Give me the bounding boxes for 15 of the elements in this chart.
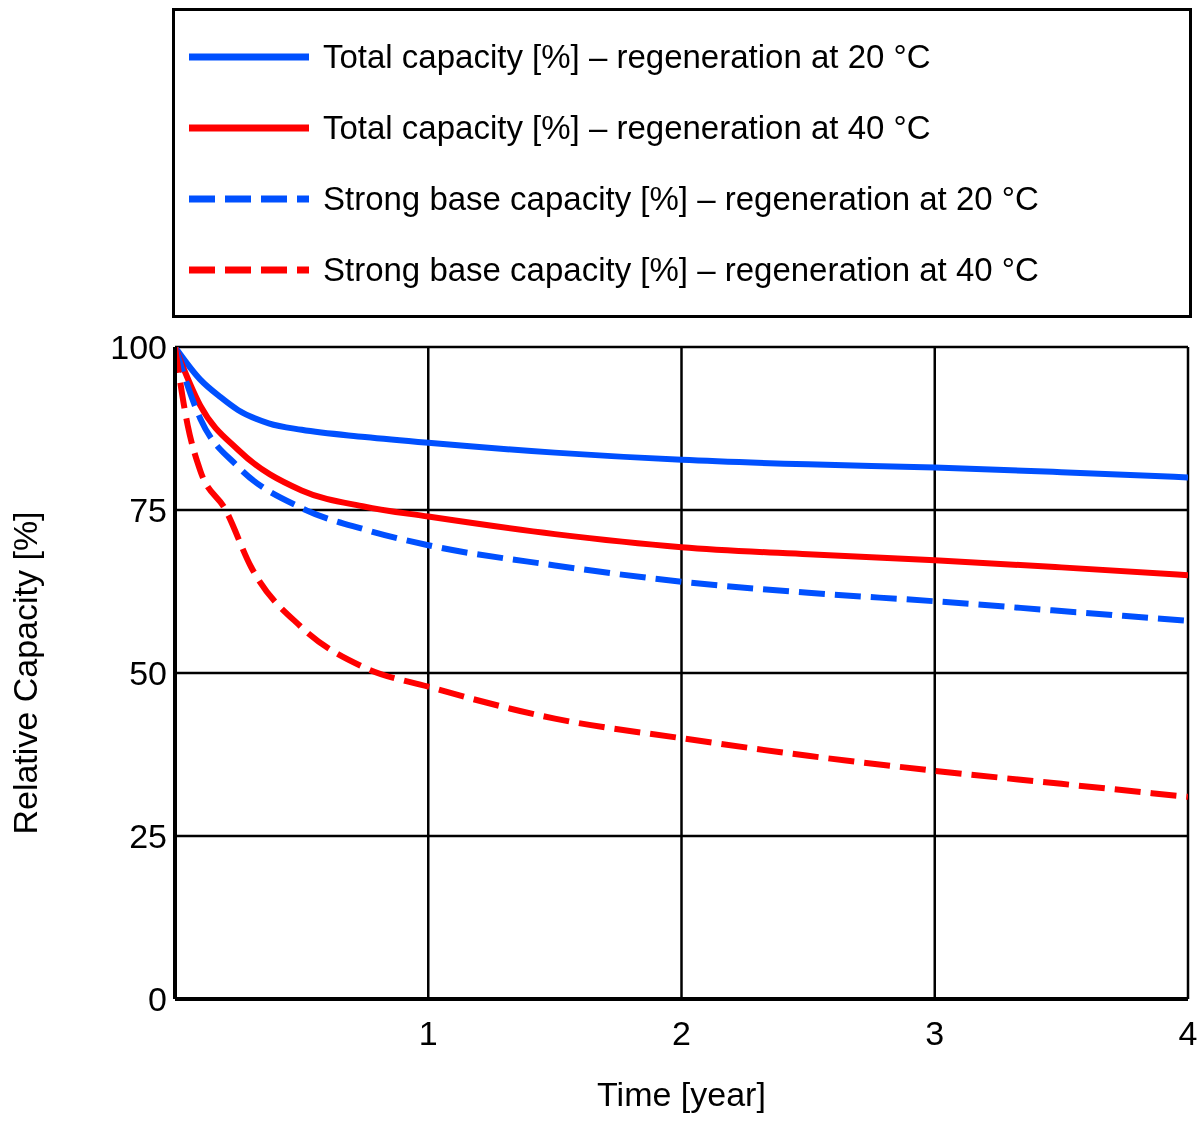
y-axis-title: Relative Capacity [%] — [6, 511, 45, 835]
y-tick-label: 50 — [129, 654, 167, 693]
x-tick-label: 3 — [925, 1014, 945, 1053]
x-axis-title: Time [year] — [597, 1075, 766, 1113]
x-tick-label: 4 — [1178, 1014, 1198, 1053]
legend-label: Total capacity [%] – regeneration at 40 °C — [323, 108, 931, 147]
y-tick-label: 100 — [110, 328, 167, 367]
x-tick-label: 2 — [672, 1014, 691, 1053]
x-tick-label: 1 — [418, 1014, 438, 1053]
legend-label: Strong base capacity [%] – regeneration at 40 °C — [323, 250, 1039, 289]
y-tick-label: 75 — [129, 491, 167, 530]
y-tick-label: 0 — [148, 980, 167, 1019]
legend-label: Strong base capacity [%] – regeneration at 20 °C — [323, 179, 1039, 218]
y-tick-label: 25 — [129, 817, 167, 856]
legend-label: Total capacity [%] – regeneration at 20 °C — [323, 37, 931, 76]
